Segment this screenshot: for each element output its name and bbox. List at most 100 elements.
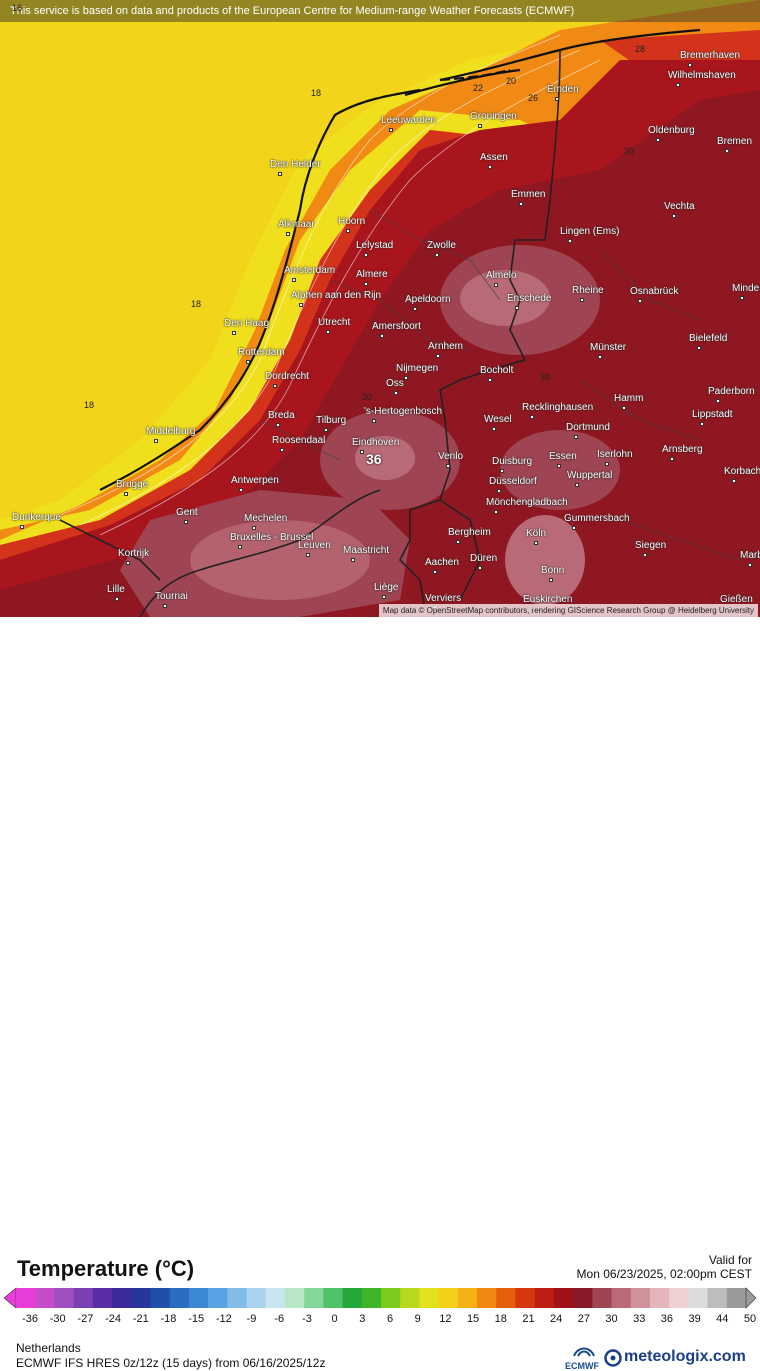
city-label: Gießen: [720, 594, 753, 605]
city-dot: [716, 399, 720, 403]
city-label: Korbach: [724, 466, 760, 477]
city-dot: [232, 331, 236, 335]
city-dot: [519, 202, 523, 206]
isotherm-label: 18: [191, 299, 202, 309]
city-dot: [436, 354, 440, 358]
valid-datetime: Mon 06/23/2025, 02:00pm CEST: [576, 1267, 752, 1281]
city-label: Rotterdam: [238, 347, 285, 358]
legend-panel: Temperature (°C) Valid for Mon 06/23/202…: [0, 617, 760, 1371]
city-label: Paderborn: [708, 386, 755, 397]
city-dot: [360, 450, 364, 454]
city-label: Breda: [268, 410, 295, 421]
city-label: Apeldoorn: [405, 294, 451, 305]
colorbar-tick-label: 6: [386, 1313, 394, 1325]
colorbar-swatch: [361, 1288, 382, 1308]
city-dot: [492, 427, 496, 431]
city-label: Leeuwarden: [381, 115, 437, 126]
city-dot: [364, 253, 368, 257]
city-dot: [598, 355, 602, 359]
colorbar-tick-label: -24: [105, 1313, 122, 1325]
city-label: Münster: [590, 342, 627, 353]
city-label: Lippstadt: [692, 409, 733, 420]
colorbar-swatch: [592, 1288, 613, 1308]
isotherm-label: 30: [362, 392, 373, 402]
city-label: Dunkerque: [12, 512, 61, 523]
colorbar-tick-label: 12: [439, 1313, 452, 1325]
temperature-map[interactable]: This service is based on data and produc…: [0, 0, 760, 617]
city-dot: [557, 464, 561, 468]
city-label: Köln: [526, 528, 547, 539]
city-label: Hamm: [614, 393, 644, 404]
city-dot: [20, 525, 24, 529]
city-dot: [252, 526, 256, 530]
city-label: Siegen: [635, 540, 667, 551]
city-label: Roosendaal: [272, 435, 326, 446]
city-label: Lille: [107, 584, 125, 595]
city-dot: [478, 566, 482, 570]
max-temperature-label: 36: [366, 451, 382, 467]
colorbar-swatch: [515, 1288, 536, 1308]
colorbar-tick-label: -21: [132, 1313, 149, 1325]
city-label: Almere: [356, 269, 388, 280]
colorbar-swatch: [16, 1288, 36, 1308]
colorbar-tick-label: 21: [522, 1313, 535, 1325]
city-dot: [184, 520, 188, 524]
colorbar-tick-label: -30: [49, 1313, 66, 1325]
isotherm-label: 30: [624, 146, 635, 156]
city-label: Zwolle: [427, 240, 456, 251]
city-dot: [306, 553, 310, 557]
city-dot: [575, 483, 579, 487]
city-label: Lelystad: [356, 240, 394, 251]
colorbar-tick-label: 36: [660, 1313, 674, 1325]
colorbar-tick-label: -12: [215, 1313, 232, 1325]
city-label: Bremen: [717, 136, 753, 147]
city-label: Assen: [480, 152, 508, 163]
city-label: Osnabrück: [630, 286, 679, 297]
city-dot: [372, 419, 376, 423]
city-label: Emden: [547, 84, 579, 95]
colorbar-swatch: [381, 1288, 401, 1308]
colorbar-swatch: [246, 1288, 267, 1308]
city-dot: [382, 595, 386, 599]
city-label: Enschede: [507, 293, 552, 304]
city-label: Nijmegen: [396, 363, 439, 374]
map-attribution[interactable]: Map data © OpenStreetMap contributors, r…: [378, 604, 758, 617]
city-label: Gent: [176, 507, 198, 518]
city-dot: [413, 307, 417, 311]
city-dot: [324, 428, 328, 432]
city-dot: [638, 299, 642, 303]
city-label: Amsterdam: [284, 265, 336, 276]
city-label: Tilburg: [316, 415, 347, 426]
city-label: Lingen (Ems): [560, 226, 620, 237]
city-label: Venlo: [438, 451, 464, 462]
ecmwf-banner: This service is based on data and produc…: [0, 0, 760, 22]
colorbar-swatch: [688, 1288, 709, 1308]
colorbar-swatch: [400, 1288, 420, 1308]
city-dot: [676, 83, 680, 87]
city-label: Euskirchen: [523, 594, 573, 605]
map-graphic: [0, 0, 760, 617]
city-dot: [278, 172, 282, 176]
city-dot: [246, 360, 250, 364]
colorbar-swatch: [188, 1288, 209, 1308]
hot-area-koln: [505, 515, 585, 605]
colorbar-swatch: [342, 1288, 363, 1308]
city-dot: [740, 296, 744, 300]
city-dot: [456, 540, 460, 544]
city-dot: [299, 303, 303, 307]
meteologix-brand[interactable]: meteologix.com: [624, 1348, 746, 1365]
city-dot: [643, 553, 647, 557]
city-label: Aachen: [425, 557, 459, 568]
isotherm-label: 30: [540, 372, 551, 382]
colorbar-swatch: [438, 1288, 459, 1308]
city-label: Düren: [470, 553, 498, 564]
city-dot: [748, 563, 752, 567]
city-dot: [273, 384, 277, 388]
city-dot: [672, 214, 676, 218]
isotherm-label: 28: [635, 44, 646, 54]
city-dot: [124, 492, 128, 496]
city-dot: [326, 330, 330, 334]
colorbar-swatch: [573, 1288, 593, 1308]
colorbar-tick-label: 24: [550, 1313, 563, 1325]
city-label: Bonn: [541, 565, 565, 576]
